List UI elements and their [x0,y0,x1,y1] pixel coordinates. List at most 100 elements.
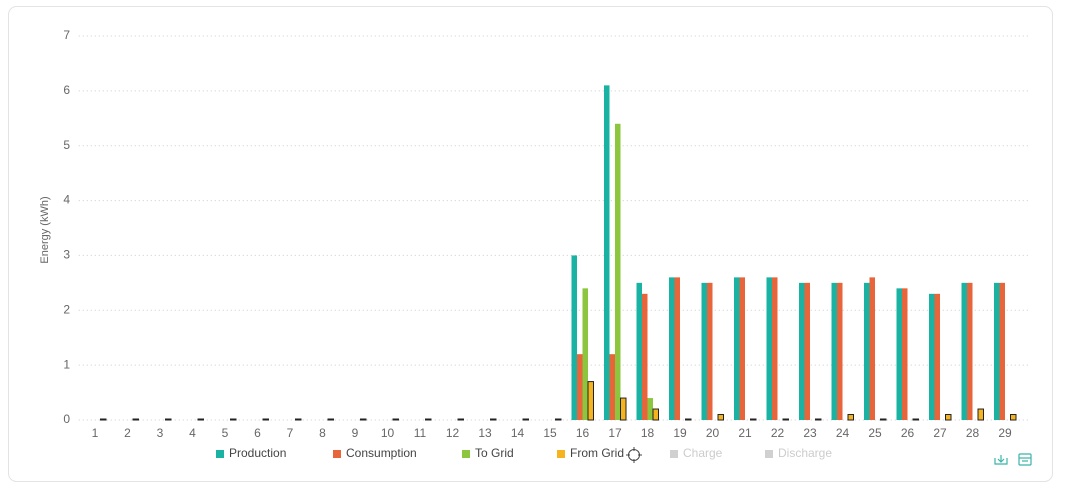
y-axis-label: Energy (kWh) [39,196,51,263]
bar [685,418,692,421]
x-tick-label: 27 [933,426,947,440]
x-tick-label: 10 [381,426,395,440]
table-icon[interactable] [1018,453,1032,466]
legend-label[interactable]: Discharge [778,446,832,460]
y-tick-label: 3 [63,248,70,262]
bar [669,277,675,420]
bar [587,381,594,421]
y-tick-label: 1 [63,357,70,371]
bar [739,277,745,420]
legend-label[interactable]: To Grid [475,446,514,460]
bar [880,418,887,421]
x-tick-label: 26 [901,426,915,440]
x-tick-label: 19 [673,426,687,440]
bar [929,293,935,420]
x-tick-label: 18 [641,426,655,440]
bar [360,418,367,421]
bar [831,282,837,420]
bar [967,282,973,420]
bar [392,418,399,421]
x-tick-label: 14 [511,426,525,440]
bar [707,282,713,420]
bar [425,418,432,421]
y-tick-label: 6 [63,83,70,97]
bar [571,255,577,420]
bar [647,398,653,420]
y-tick-label: 5 [63,138,70,152]
bar [132,418,139,421]
x-tick-label: 25 [868,426,882,440]
x-tick-label: 23 [803,426,817,440]
bar [652,408,659,421]
bar [945,414,952,421]
bar [262,418,269,421]
bar [555,418,562,421]
legend-label[interactable]: Consumption [346,446,417,460]
bar [230,418,237,421]
bar [295,418,302,421]
bar [864,282,870,420]
bar [165,418,172,421]
crosshair-icon[interactable] [626,447,642,463]
x-tick-label: 16 [576,426,590,440]
bar [100,418,107,421]
bar [782,418,789,421]
bar [869,277,875,420]
bar [934,293,940,420]
x-tick-label: 3 [157,426,164,440]
bar [772,277,778,420]
bar [994,282,1000,420]
bar [977,408,984,421]
bar [620,397,627,421]
bar [1010,414,1017,421]
x-tick-label: 17 [608,426,622,440]
y-tick-label: 4 [63,193,70,207]
bar [815,418,822,421]
x-tick-label: 24 [836,426,850,440]
bar [490,418,497,421]
card [8,6,1053,482]
download-icon[interactable] [994,455,1008,465]
legend-label[interactable]: Charge [683,446,723,460]
bar [750,418,757,421]
legend-swatch [557,450,565,458]
bar [642,293,648,420]
x-tick-label: 12 [446,426,460,440]
bar [636,282,642,420]
bar [837,282,843,420]
bar [327,418,334,421]
bar [999,282,1005,420]
x-tick-label: 15 [543,426,557,440]
x-tick-label: 5 [222,426,229,440]
x-tick-label: 29 [998,426,1012,440]
x-tick-label: 6 [254,426,261,440]
bar [961,282,967,420]
x-tick-label: 8 [319,426,326,440]
bar [847,414,854,421]
x-tick-label: 2 [124,426,131,440]
y-tick-label: 0 [63,412,70,426]
bar [804,282,810,420]
bar [912,418,919,421]
bar [577,354,583,420]
x-tick-label: 1 [92,426,99,440]
x-tick-label: 13 [478,426,492,440]
bar [604,85,610,420]
legend-label[interactable]: From Grid [570,446,624,460]
legend-swatch [670,450,678,458]
legend-label[interactable]: Production [229,446,286,460]
bar [674,277,680,420]
x-tick-label: 4 [189,426,196,440]
x-tick-label: 21 [738,426,752,440]
legend-swatch [216,450,224,458]
y-tick-label: 7 [63,28,70,42]
bar [522,418,529,421]
bar [582,288,588,420]
x-tick-label: 11 [414,426,427,440]
bar [197,418,204,421]
bar [609,354,615,420]
legend-swatch [765,450,773,458]
bar [457,418,464,421]
bar [701,282,707,420]
